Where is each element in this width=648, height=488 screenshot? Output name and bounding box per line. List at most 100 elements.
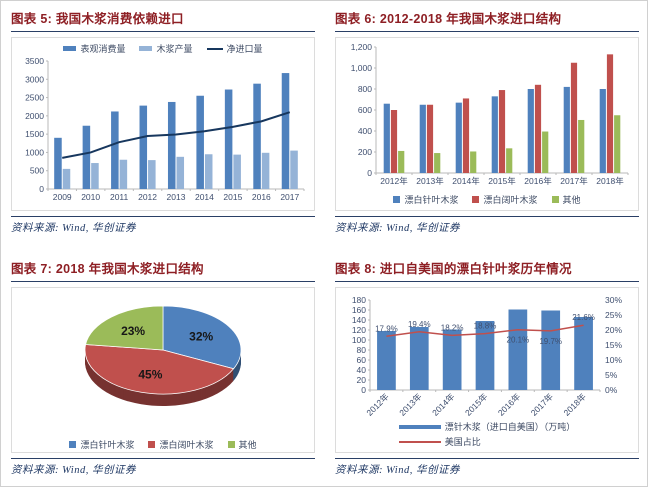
figure-6: 图表 6: 2012-2018 年我国木浆进口结构 0 200 400 600 800 1… xyxy=(325,1,648,251)
bar xyxy=(377,331,396,390)
bar xyxy=(434,153,441,173)
svg-text:120: 120 xyxy=(352,325,366,335)
svg-text:2000: 2000 xyxy=(25,111,44,121)
svg-text:160: 160 xyxy=(352,305,366,315)
figure-5-legend: 表观消费量 木浆产量 净进口量 xyxy=(12,38,314,55)
figure-7-legend: 漂白针叶木浆 漂白阔叶木浆 其他 xyxy=(12,434,314,451)
svg-text:2014年: 2014年 xyxy=(430,391,457,416)
svg-text:1,000: 1,000 xyxy=(351,63,373,73)
legend-label: 净进口量 xyxy=(226,44,263,54)
svg-text:5%: 5% xyxy=(605,370,618,380)
svg-text:2018年: 2018年 xyxy=(562,391,589,416)
svg-text:3000: 3000 xyxy=(25,74,44,84)
svg-text:400: 400 xyxy=(358,126,372,136)
svg-text:10%: 10% xyxy=(605,355,622,365)
figure-6-title: 图表 6: 2012-2018 年我国木浆进口结构 xyxy=(335,8,639,32)
figure-5-chart: 0 500 1000 1500 2000 2500 3000 3500 2009 2010 2011… xyxy=(25,56,305,202)
figure-6-source: 资料来源: Wind, 华创证券 xyxy=(335,216,639,235)
svg-text:25%: 25% xyxy=(605,310,622,320)
source-text: 资料来源: Wind, 华创证券 xyxy=(335,465,460,476)
legend-label: 漂针木浆（进口自美国）（万吨） xyxy=(444,422,576,432)
legend-item: 漂白针叶木浆 xyxy=(393,193,458,206)
svg-text:20: 20 xyxy=(357,375,367,385)
bar xyxy=(470,151,477,173)
svg-text:3500: 3500 xyxy=(25,56,44,66)
svg-text:2012年: 2012年 xyxy=(380,176,408,186)
bar xyxy=(475,321,495,390)
svg-text:800: 800 xyxy=(358,84,372,94)
bar xyxy=(491,96,498,173)
bar xyxy=(506,148,513,173)
svg-text:18.2%: 18.2% xyxy=(441,323,464,332)
legend-item: 漂针木浆（进口自美国）（万吨） xyxy=(398,420,576,433)
bar xyxy=(233,154,241,189)
bar xyxy=(390,110,398,173)
bar xyxy=(419,104,426,173)
svg-text:140: 140 xyxy=(352,315,366,325)
bar xyxy=(281,73,290,189)
figure-8-legend: 漂针木浆（进口自美国）（万吨） 美国占比 xyxy=(397,418,578,448)
figure-8-chart-box: 0 20 40 60 80 100 120 140 160 180 0% 5% 10% 15% 20% 25%… xyxy=(335,287,639,453)
source-text: 资料来源: Wind, 华创证券 xyxy=(335,223,460,234)
svg-text:19.4%: 19.4% xyxy=(408,320,431,329)
legend-label: 美国占比 xyxy=(444,437,481,447)
svg-text:30%: 30% xyxy=(605,295,622,305)
svg-text:80: 80 xyxy=(357,345,367,355)
svg-text:2017: 2017 xyxy=(280,192,299,202)
bar xyxy=(442,329,462,390)
bar-series-表观消费量 xyxy=(54,73,290,189)
figure-8-title: 图表 8: 进口自美国的漂白针叶浆历年情况 xyxy=(335,258,639,282)
bar xyxy=(398,150,405,173)
bar xyxy=(139,105,148,189)
svg-text:600: 600 xyxy=(358,105,372,115)
bar xyxy=(570,62,578,173)
svg-text:2016年: 2016年 xyxy=(496,391,523,416)
svg-text:1000: 1000 xyxy=(25,147,44,157)
legend-swatch xyxy=(472,196,480,203)
figure-5-source: 资料来源: Wind, 华创证券 xyxy=(11,216,315,235)
legend-item: 净进口量 xyxy=(206,42,263,55)
legend-swatch xyxy=(227,441,235,448)
svg-text:2017年: 2017年 xyxy=(529,391,556,416)
source-text: 资料来源: Wind, 华创证券 xyxy=(11,223,136,234)
bar xyxy=(224,89,233,189)
legend-item: 其他 xyxy=(551,193,581,206)
figure-7-chart-box: 32% 45% 23% 漂白针叶木浆 漂白阔叶木浆 其他 xyxy=(11,287,315,453)
svg-text:2016: 2016 xyxy=(252,192,271,202)
x-axis-labels: 2009 2010 2011 2012 2013 2014 2015 2016 2017 xyxy=(53,192,300,202)
legend-label: 漂白阔叶木浆 xyxy=(483,195,538,205)
svg-text:19.7%: 19.7% xyxy=(539,337,562,346)
figure-7-pie-chart: 32% 45% 23% xyxy=(84,305,242,406)
svg-text:32%: 32% xyxy=(189,329,213,343)
bar-series-木浆产量 xyxy=(62,150,298,189)
svg-text:60: 60 xyxy=(357,355,367,365)
legend-swatch xyxy=(393,196,401,203)
legend-swatch xyxy=(551,196,559,203)
bar xyxy=(599,89,606,173)
legend-label: 漂白针叶木浆 xyxy=(404,195,459,205)
svg-text:0: 0 xyxy=(39,184,44,194)
bar xyxy=(253,83,261,189)
svg-text:2018年: 2018年 xyxy=(596,176,624,186)
bar xyxy=(383,103,390,173)
bar xyxy=(54,137,62,189)
svg-text:23%: 23% xyxy=(121,324,145,338)
legend-swatch xyxy=(398,440,441,443)
legend-item: 漂白针叶木浆 xyxy=(69,438,134,451)
svg-text:2014年: 2014年 xyxy=(452,176,480,186)
legend-item: 漂白阔叶木浆 xyxy=(148,438,214,451)
svg-text:40: 40 xyxy=(357,365,367,375)
x-axis-labels: 2012年 2013年 2014年 2015年 2016年 2017年 2018年 xyxy=(364,391,588,416)
line-series-美国占比 xyxy=(386,324,584,338)
svg-text:100: 100 xyxy=(352,335,366,345)
svg-text:2500: 2500 xyxy=(25,93,44,103)
line-point-labels: 17.9% 19.4% 18.2% 18.8% 20.1% 19.7% 21.6% xyxy=(375,313,595,346)
svg-text:0%: 0% xyxy=(605,385,618,395)
bar xyxy=(196,95,204,189)
bar xyxy=(508,309,528,390)
bar xyxy=(498,90,506,173)
svg-text:180: 180 xyxy=(352,295,366,305)
bar xyxy=(563,86,570,173)
bar xyxy=(290,150,298,189)
